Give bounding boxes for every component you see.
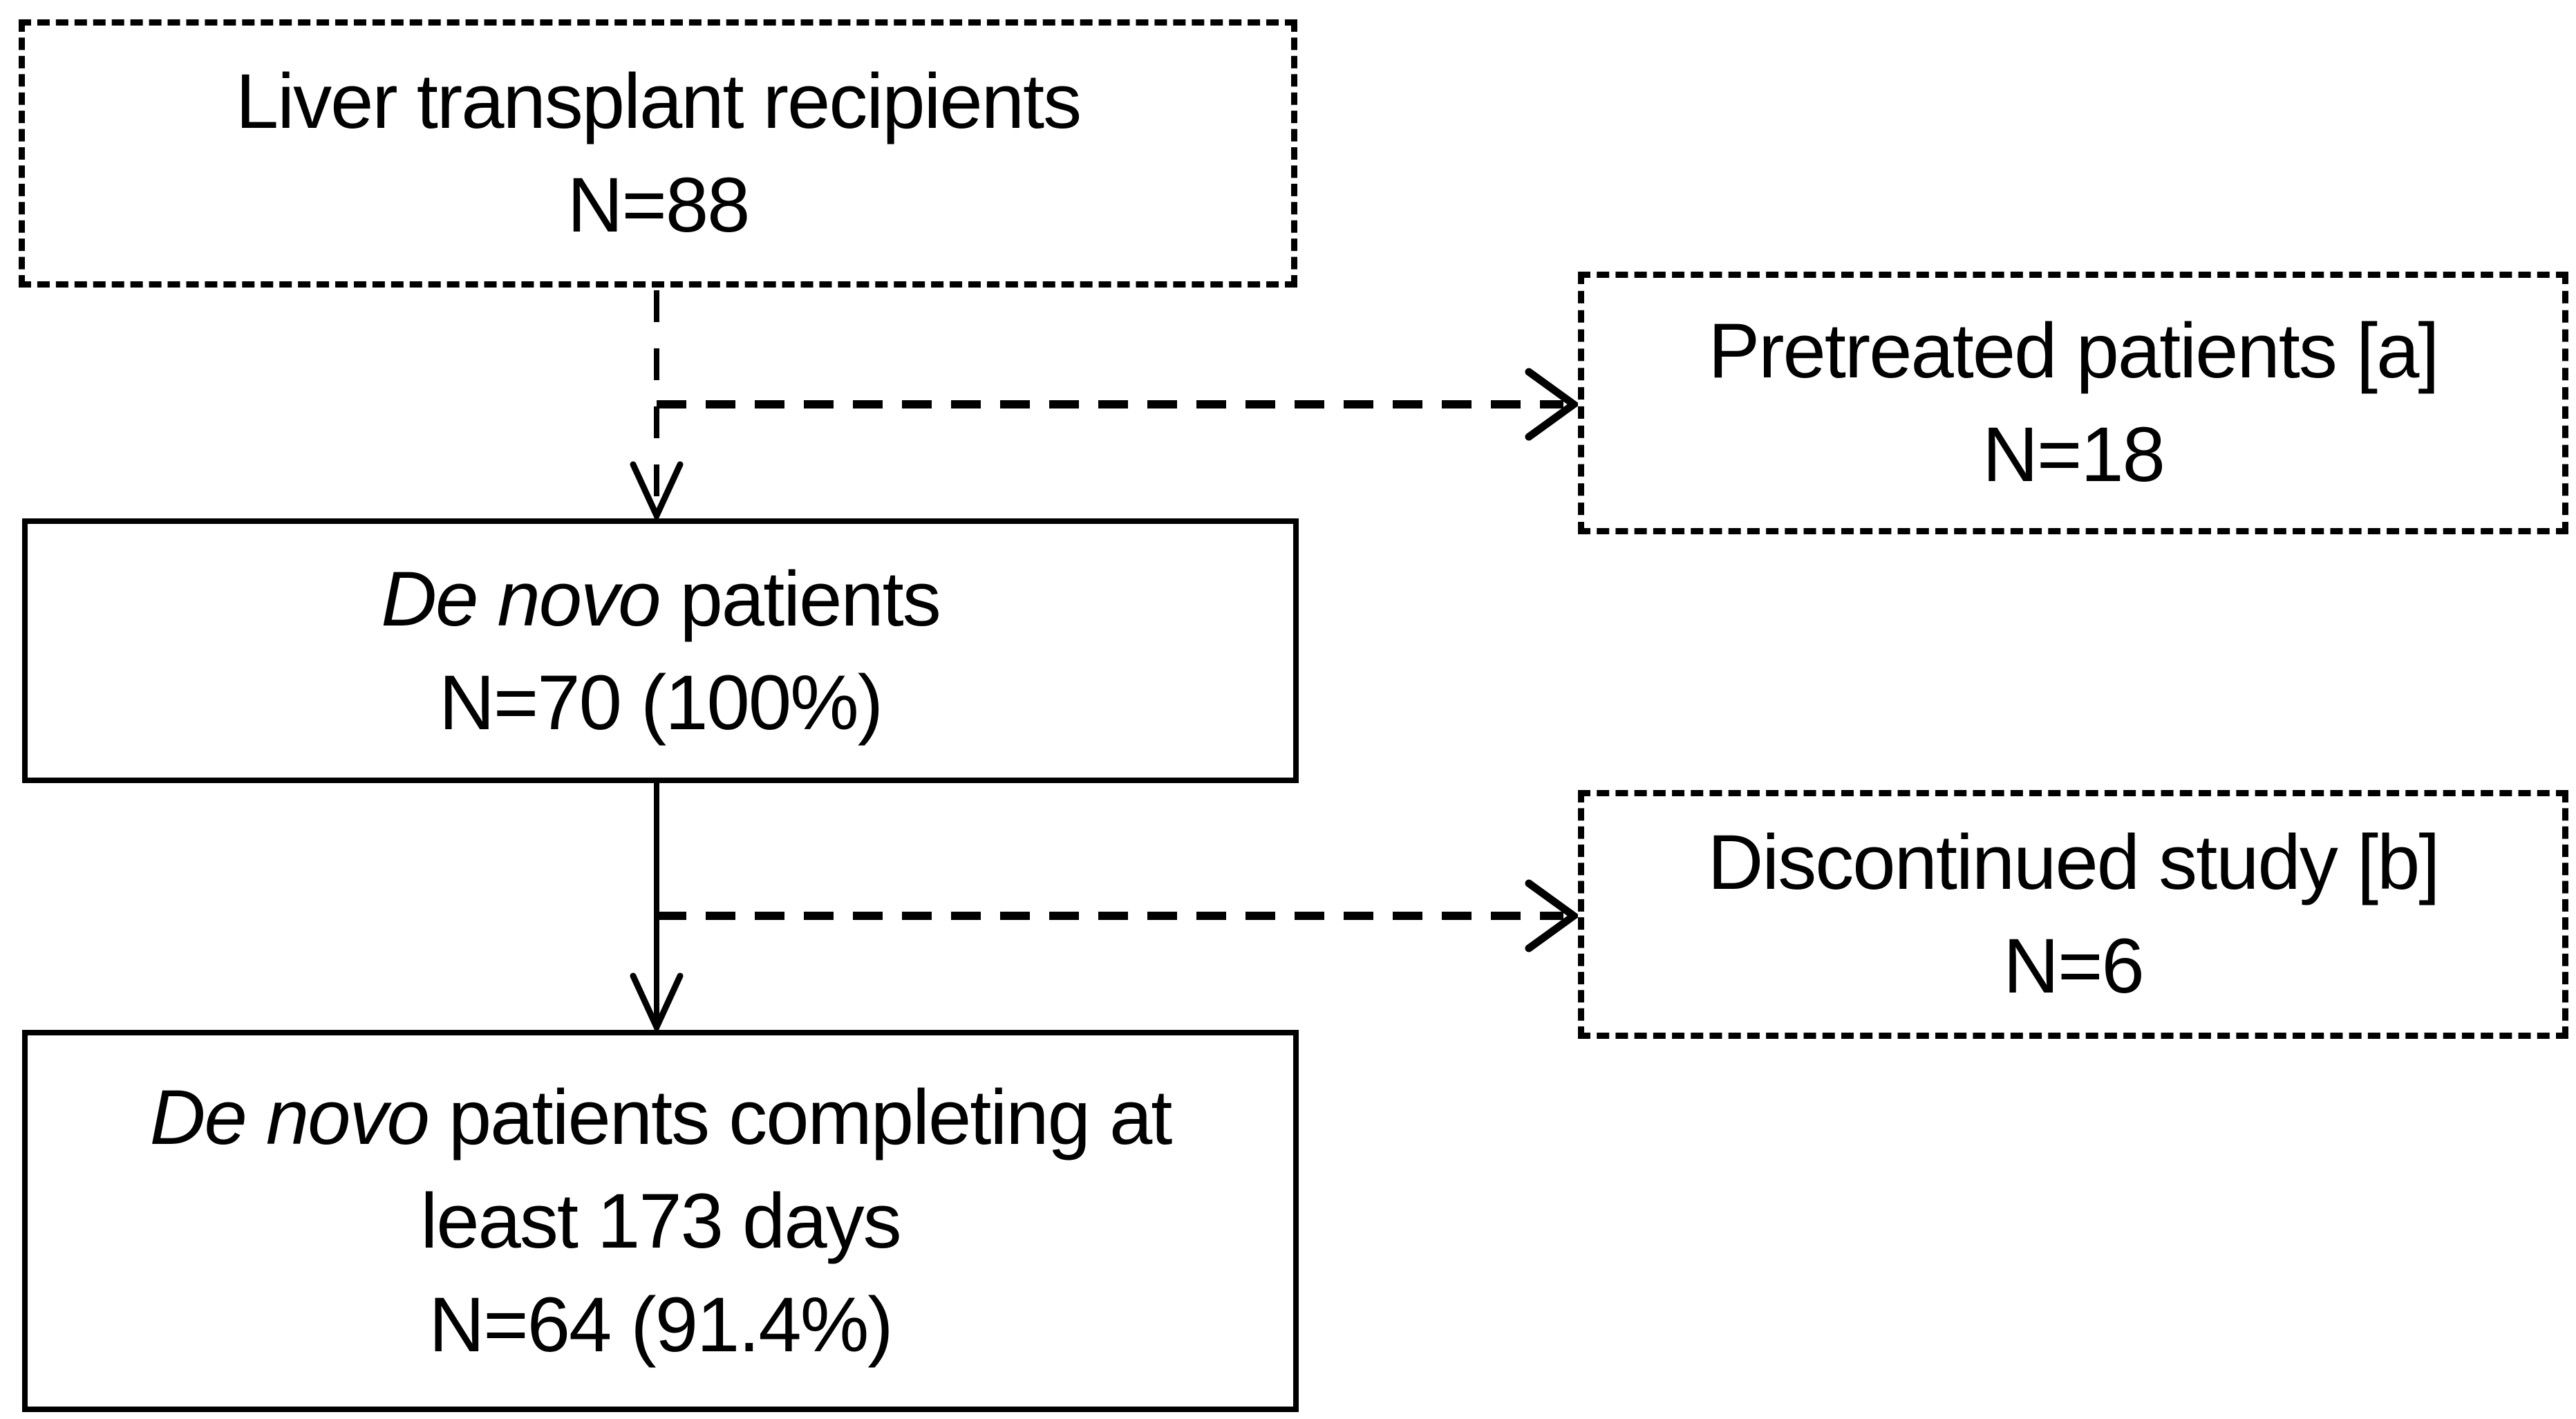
text-segment-italic: De novo <box>149 1073 430 1160</box>
box-line: Pretreated patients [a] <box>1708 299 2439 403</box>
box-line: least 173 days <box>420 1169 901 1273</box>
text-segment: patients completing at <box>428 1073 1173 1160</box>
connector-recipients-to-denovo <box>630 290 684 523</box>
box-line: De novo patients completing at <box>149 1066 1173 1169</box>
text-segment: N=6 <box>2003 923 2145 1009</box>
text-segment: least 173 days <box>420 1177 901 1264</box>
arrowhead-down-icon <box>630 461 684 523</box>
connector-denovo-to-discontinued <box>657 879 1581 952</box>
text-segment: N=64 (91.4%) <box>429 1281 893 1368</box>
text-segment: patients <box>659 555 941 642</box>
box-line: De novo patients <box>381 547 941 651</box>
text-segment: N=18 <box>1982 411 2165 498</box>
connector-recipients-to-pretreated <box>657 368 1581 441</box>
text-segment: Discontinued study [b] <box>1707 819 2441 905</box>
flow-box-de-novo-patients-completing: De novo patients completing at least 173 … <box>22 1030 1299 1412</box>
box-line: Discontinued study [b] <box>1707 811 2441 914</box>
box-line: N=6 <box>2003 914 2145 1018</box>
flow-box-de-novo-patients: De novo patients N=70 (100%) <box>22 518 1299 783</box>
text-segment: N=88 <box>567 162 751 248</box>
arrowhead-down-icon <box>630 972 684 1035</box>
arrowhead-right-icon <box>1525 368 1581 441</box>
text-segment: Pretreated patients [a] <box>1708 308 2439 394</box>
box-line: N=18 <box>1982 403 2165 507</box>
flow-box-discontinued-study: Discontinued study [b] N=6 <box>1578 790 2568 1039</box>
text-segment: Liver transplant recipients <box>235 58 1082 144</box>
box-line: N=64 (91.4%) <box>429 1273 893 1377</box>
flow-box-pretreated-patients: Pretreated patients [a] N=18 <box>1578 272 2568 534</box>
text-segment: N=70 (100%) <box>438 659 883 746</box>
connector-denovo-to-completing <box>630 781 684 1035</box>
flow-box-liver-transplant-recipients: Liver transplant recipients N=88 <box>19 19 1297 288</box>
text-segment-italic: De novo <box>381 555 661 642</box>
box-line: Liver transplant recipients <box>235 50 1082 153</box>
box-line: N=88 <box>567 153 751 257</box>
arrowhead-right-icon <box>1525 879 1581 952</box>
box-line: N=70 (100%) <box>438 651 883 755</box>
